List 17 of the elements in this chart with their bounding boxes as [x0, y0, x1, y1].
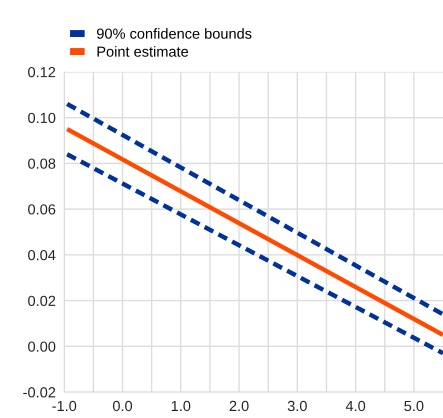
legend-label: 90% confidence bounds — [97, 28, 252, 39]
y-tick-label: 0.00 — [28, 341, 56, 352]
y-tick-label: 0.02 — [28, 296, 56, 306]
legend-label: Point estimate — [98, 46, 188, 57]
y-tick-label: 0.10 — [28, 112, 56, 124]
x-tick-label: 1.0 — [172, 400, 190, 412]
x-tick-label: 3.0 — [288, 400, 307, 412]
x-tick-label: -1.0 — [52, 400, 76, 412]
x-tick-label: 5.0 — [404, 400, 424, 412]
y-tick-label: 0.12 — [28, 66, 56, 78]
x-tick-label: 4.0 — [346, 400, 366, 412]
x-tick-label: 2.0 — [230, 400, 249, 412]
x-tick-label: 0.0 — [112, 400, 132, 412]
y-tick-label: 0.08 — [28, 158, 56, 169]
y-tick-label: -0.02 — [23, 387, 56, 398]
y-tick-label: 0.06 — [28, 204, 56, 215]
y-tick-label: 0.04 — [28, 250, 56, 260]
